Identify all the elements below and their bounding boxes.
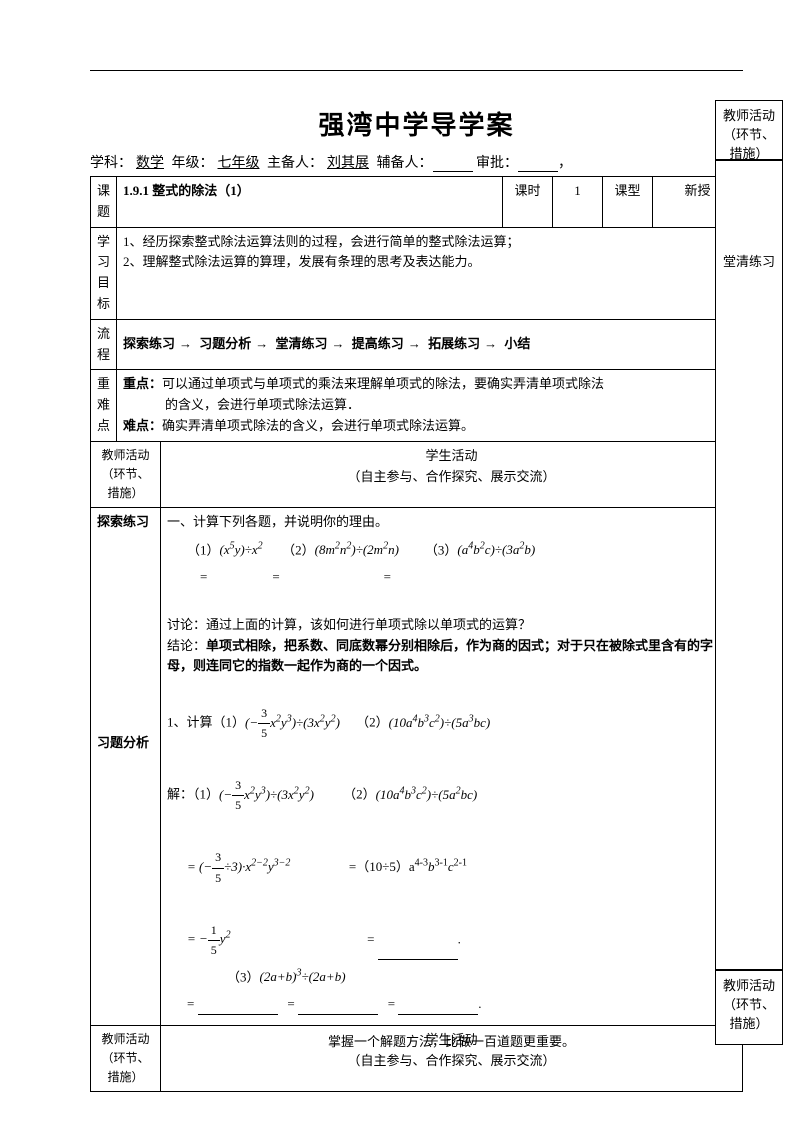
zd-text: 可以通过单项式与单项式的乘法来理解单项式的除法，要确实弄清单项式除法 bbox=[162, 376, 604, 391]
subject: 数学 bbox=[132, 156, 168, 171]
blank-row: = = = . bbox=[167, 994, 736, 1015]
goal-cell: 1、经历探索整式除法运算法则的过程，会进行简单的整式除法运算； 2、理解整式除法… bbox=[117, 227, 743, 319]
arrow-icon: → bbox=[404, 336, 425, 351]
equals-row: = = = bbox=[167, 567, 736, 588]
lesson-table: 课题 1.9.1 整式的除法（1） 课时 1 课型 新授 学习目标 1、经历探索… bbox=[90, 176, 743, 1092]
teacher-activity-label: 教师活动（环节、措施） bbox=[91, 441, 161, 508]
topic: 1.9.1 整式的除法（1） bbox=[117, 177, 503, 228]
nd-label: 难点： bbox=[123, 418, 162, 433]
period: 1 bbox=[553, 177, 603, 228]
flow-3: 堂清练习 bbox=[276, 336, 328, 351]
main-person: 刘其展 bbox=[323, 156, 373, 171]
step-2a: = −15y2 bbox=[187, 931, 231, 946]
eq-p3: (2a+b)3÷(2a+b) bbox=[260, 969, 346, 984]
step-1b: =（10÷5）a4-3b3-1c2-1 bbox=[349, 859, 467, 874]
label-topic: 课题 bbox=[91, 177, 117, 228]
conclusion-text: 单项式相除，把系数、同底数幂分别相除后，作为商的因式；对于只在被除式里含有的字母… bbox=[167, 638, 713, 674]
meta-line: 学科：数学 年级：七年级 主备人：刘其展 辅备人： 审批： ， bbox=[90, 152, 743, 172]
zd-label: 重点： bbox=[123, 376, 162, 391]
zd-text2: 的含义，会进行单项式除法运算． bbox=[123, 395, 736, 416]
grade: 七年级 bbox=[214, 156, 264, 171]
section-labels: 探索练习 习题分析 bbox=[91, 508, 161, 1026]
period-label: 课时 bbox=[503, 177, 553, 228]
arrow-icon: → bbox=[480, 336, 501, 351]
student-activity-4: （自主参与、合作探究、展示交流） bbox=[167, 1051, 736, 1072]
p3-label: （3） bbox=[425, 542, 458, 557]
grade-label: 年级： bbox=[172, 156, 214, 171]
sol-label: 解： bbox=[167, 787, 193, 802]
arrow-icon: → bbox=[251, 336, 272, 351]
arrow-icon: → bbox=[175, 336, 196, 351]
section-analysis: 习题分析 bbox=[97, 733, 154, 754]
calc-label: 1、计算 bbox=[167, 715, 213, 730]
master-tip: 掌握一个解题方法，比做一百道题更重要。 bbox=[161, 1032, 742, 1053]
side-box-practice: 堂清练习 bbox=[715, 160, 783, 970]
step-1a: = (−35÷3)·x2−2y3−2 bbox=[187, 859, 290, 874]
approve-blank bbox=[518, 158, 558, 172]
eq-1: (x5y)÷x2 bbox=[220, 542, 263, 557]
type-label: 课型 bbox=[603, 177, 653, 228]
student-activity-label: 学生活动 （自主参与、合作探究、展示交流） bbox=[161, 441, 743, 508]
p1-label: （1） bbox=[187, 542, 220, 557]
flow-1: 探索练习 bbox=[123, 336, 175, 351]
goal-2: 2、理解整式除法运算的算理，发展有条理的思考及表达能力。 bbox=[123, 252, 736, 273]
p2-label: （2） bbox=[282, 542, 315, 557]
eq-2: (8m2n2)÷(2m2n) bbox=[315, 542, 399, 557]
label-keypoint: 重难点 bbox=[91, 370, 117, 441]
flow-2: 习题分析 bbox=[199, 336, 251, 351]
side-box-teacher-1: 教师活动（环节、措施） bbox=[715, 100, 783, 160]
task-1-title: 一、计算下列各题，并说明你的理由。 bbox=[167, 512, 736, 533]
flow-cell: 探索练习→ 习题分析→ 堂清练习→ 提高练习→ 拓展练习→ 小结 bbox=[117, 319, 743, 370]
page-title: 强湾中学导学案 bbox=[90, 105, 743, 142]
keypoint-cell: 重点：可以通过单项式与单项式的乘法来理解单项式的除法，要确实弄清单项式除法 的含… bbox=[117, 370, 743, 441]
sol-eq-1: (−35x2y3)÷(3x2y2) bbox=[219, 787, 314, 802]
top-rule bbox=[90, 70, 743, 71]
flow-6: 小结 bbox=[504, 336, 530, 351]
goal-1: 1、经历探索整式除法运算法则的过程，会进行简单的整式除法运算； bbox=[123, 232, 736, 253]
comma: ， bbox=[558, 156, 572, 171]
section-explore: 探索练习 bbox=[97, 512, 154, 533]
aux-blank bbox=[433, 158, 473, 172]
flow-4: 提高练习 bbox=[352, 336, 404, 351]
label-flow: 流程 bbox=[91, 319, 117, 370]
aux-label: 辅备人： bbox=[377, 156, 433, 171]
label-goal: 学习目标 bbox=[91, 227, 117, 319]
arrow-icon: → bbox=[328, 336, 349, 351]
conclusion-label: 结论： bbox=[167, 638, 206, 653]
eq-3: (a4b2c)÷(3a2b) bbox=[457, 542, 535, 557]
discussion: 讨论：通过上面的计算，该如何进行单项式除以单项式的运算？ bbox=[167, 615, 736, 636]
student-activity-2: （自主参与、合作探究、展示交流） bbox=[167, 467, 736, 488]
calc-eq-1: (−35x2y3)÷(3x2y2) bbox=[245, 715, 340, 730]
student-activity-label-2: 掌握一个解题方法，比做一百道题更重要。 学生活动 （自主参与、合作探究、展示交流… bbox=[161, 1025, 743, 1092]
sol-eq-2: (10a4b3c2)÷(5a2bc) bbox=[376, 787, 478, 802]
approve-label: 审批： bbox=[476, 156, 518, 171]
teacher-activity-label-2: 教师活动（环节、措施） bbox=[91, 1025, 161, 1092]
student-activity-1: 学生活动 bbox=[167, 446, 736, 467]
calc-eq-2: (10a4b3c2)÷(5a3bc) bbox=[389, 715, 491, 730]
flow-5: 拓展练习 bbox=[428, 336, 480, 351]
main-label: 主备人： bbox=[267, 156, 323, 171]
content-cell: 一、计算下列各题，并说明你的理由。 （1）(x5y)÷x2 （2）(8m2n2)… bbox=[161, 508, 743, 1026]
answer-blank-1 bbox=[378, 946, 458, 960]
nd-text: 确实弄清单项式除法的含义，会进行单项式除法运算。 bbox=[162, 418, 474, 433]
subject-label: 学科： bbox=[90, 156, 132, 171]
